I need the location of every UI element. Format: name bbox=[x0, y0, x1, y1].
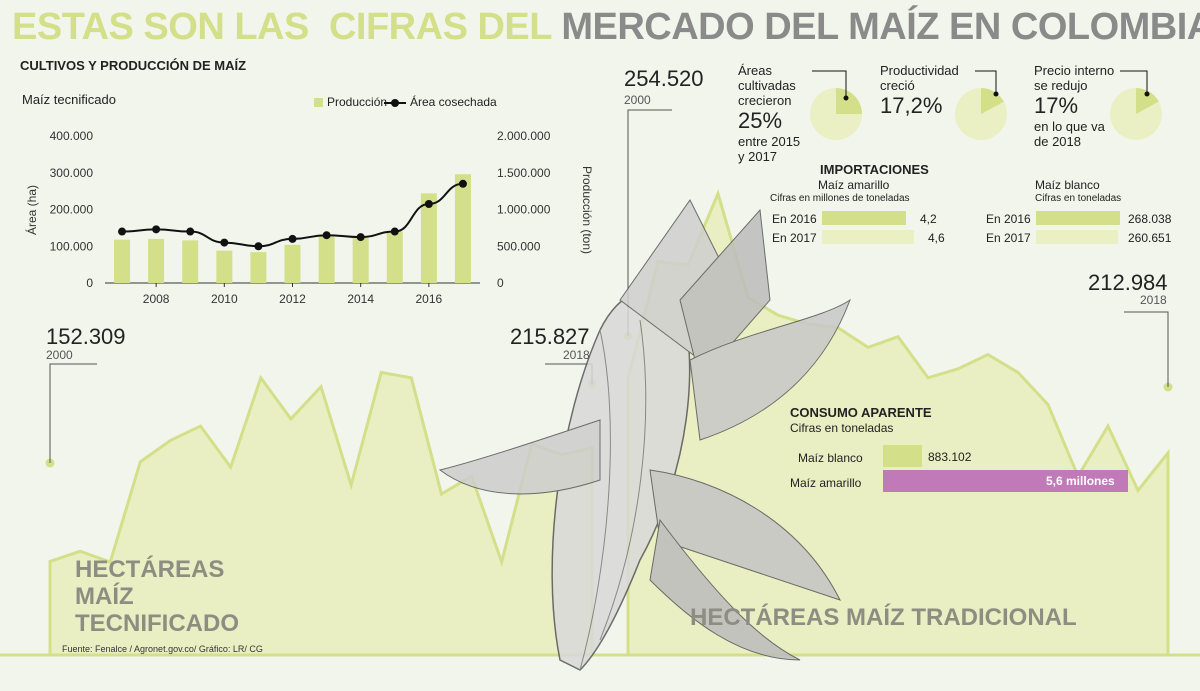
production-bar bbox=[216, 250, 233, 283]
legend-area: Área cosechada bbox=[384, 95, 497, 109]
production-bar bbox=[454, 174, 471, 283]
label-hectareas-tecnificado: HECTÁREAS MAÍZ TECNIFICADO bbox=[75, 556, 239, 637]
right-tick-label: 1.500.000 bbox=[497, 166, 551, 180]
production-bar bbox=[318, 236, 335, 283]
label-hectareas-tradicional: HECTÁREAS MAÍZ TRADICIONAL bbox=[690, 604, 1077, 631]
production-bar bbox=[420, 193, 437, 283]
trad-start-year: 2000 bbox=[624, 93, 651, 107]
tec-end-value: 215.827 bbox=[510, 324, 590, 349]
x-tick-label: 2008 bbox=[143, 292, 170, 306]
imp-bl-2017-value: 260.651 bbox=[1128, 231, 1172, 245]
area-point bbox=[118, 227, 127, 236]
combo-chart: 400.000 300.000 200.000 100.000 0 2.000.000 1.… bbox=[24, 129, 594, 306]
chart-title-tecnificado: Maíz tecnificado bbox=[22, 92, 116, 107]
left-tick-label: 300.000 bbox=[50, 166, 94, 180]
pie-areas bbox=[810, 88, 862, 140]
x-tick-label: 2014 bbox=[347, 292, 374, 306]
area-point bbox=[186, 227, 195, 236]
imp-am-2016-label: En 2016 bbox=[772, 212, 817, 226]
tec-start-year: 2000 bbox=[46, 348, 73, 362]
production-bar bbox=[148, 238, 165, 283]
consumo-blanco-bar bbox=[883, 445, 922, 467]
left-tick-label: 100.000 bbox=[50, 239, 94, 253]
right-tick-label: 500.000 bbox=[497, 239, 541, 253]
legend-produccion: Producción bbox=[314, 95, 387, 109]
x-tick-label: 2010 bbox=[211, 292, 238, 306]
production-bar bbox=[250, 252, 267, 283]
consumo-amarillo-value: 5,6 millones bbox=[1046, 474, 1115, 488]
pie-productividad bbox=[955, 88, 1007, 140]
trad-end-value: 212.984 bbox=[1088, 270, 1168, 295]
stat-precio: Precio interno se redujo 17% en lo que v… bbox=[1034, 63, 1115, 149]
trad-start-value: 254.520 bbox=[624, 66, 704, 91]
left-tick-label: 400.000 bbox=[50, 129, 94, 143]
consumo-blanco-value: 883.102 bbox=[928, 450, 972, 464]
section-title: CULTIVOS Y PRODUCCIÓN DE MAÍZ bbox=[20, 58, 247, 73]
right-axis-label: Producción (ton) bbox=[580, 166, 594, 254]
left-axis-label: Área (ha) bbox=[24, 185, 39, 235]
imp-am-2017-bar bbox=[822, 230, 914, 244]
page-title: ESTAS SON LAS CIFRAS DEL MERCADO DEL MAÍ… bbox=[12, 6, 1200, 49]
stat-areas: Áreas cultivadas crecieron 25% entre 201… bbox=[738, 63, 801, 164]
area-point bbox=[220, 238, 229, 247]
right-tick-label: 0 bbox=[497, 276, 504, 290]
imp-amarillo-title: Maíz amarillo bbox=[818, 178, 890, 192]
area-point bbox=[322, 231, 331, 240]
area-point bbox=[390, 227, 399, 236]
area-point bbox=[288, 234, 297, 243]
production-bar bbox=[284, 244, 301, 283]
title-part3: MERCADO DEL MAÍZ EN COLOMBIA bbox=[561, 6, 1200, 48]
production-bar bbox=[182, 240, 199, 283]
imp-am-2016-value: 4,2 bbox=[920, 212, 937, 226]
production-bar bbox=[386, 231, 403, 283]
right-tick-label: 1.000.000 bbox=[497, 203, 551, 217]
stat-productividad: Productividad creció 17,2% bbox=[880, 63, 959, 118]
consumo-amarillo-label: Maíz amarillo bbox=[790, 476, 862, 490]
trad-end-year: 2018 bbox=[1140, 293, 1167, 307]
production-bar bbox=[352, 235, 369, 283]
x-tick-label: 2012 bbox=[279, 292, 306, 306]
tec-end-year: 2018 bbox=[563, 348, 590, 362]
pie-precio bbox=[1110, 88, 1162, 140]
imp-bl-2016-label: En 2016 bbox=[986, 212, 1031, 226]
consumo-unit: Cifras en toneladas bbox=[790, 421, 894, 435]
pie-leaders bbox=[812, 70, 1150, 101]
consumo-blanco-label: Maíz blanco bbox=[798, 451, 863, 465]
x-tick-label: 2016 bbox=[416, 292, 443, 306]
left-tick-label: 0 bbox=[86, 276, 93, 290]
imp-bl-2016-value: 268.038 bbox=[1128, 212, 1172, 226]
left-tick-label: 200.000 bbox=[50, 203, 94, 217]
area-point bbox=[152, 225, 161, 234]
area-point bbox=[254, 242, 263, 251]
tec-start-value: 152.309 bbox=[46, 324, 126, 349]
imp-blanco-unit: Cifras en toneladas bbox=[1035, 193, 1122, 204]
consumo-amarillo-bar bbox=[883, 470, 1128, 492]
importaciones-title: IMPORTACIONES bbox=[820, 162, 929, 177]
imp-amarillo-unit: Cifras en millones de toneladas bbox=[770, 193, 910, 204]
production-bar bbox=[114, 239, 131, 283]
imp-am-2017-label: En 2017 bbox=[772, 231, 817, 245]
area-point bbox=[356, 233, 365, 242]
title-part2: CIFRAS DEL bbox=[328, 6, 552, 48]
consumo-title: CONSUMO APARENTE bbox=[790, 405, 932, 420]
corn-illustration-icon bbox=[438, 199, 852, 671]
source-note: Fuente: Fenalce / Agronet.gov.co/ Gráfic… bbox=[62, 644, 263, 654]
imp-blanco-title: Maíz blanco bbox=[1035, 178, 1100, 192]
imp-bl-2017-bar bbox=[1036, 230, 1118, 244]
title-part1: ESTAS SON LAS bbox=[12, 6, 309, 48]
area-point bbox=[458, 179, 467, 188]
area-point bbox=[424, 199, 433, 208]
imp-am-2016-bar bbox=[822, 211, 906, 225]
imp-am-2017-value: 4,6 bbox=[928, 231, 945, 245]
imp-bl-2017-label: En 2017 bbox=[986, 231, 1031, 245]
right-tick-label: 2.000.000 bbox=[497, 129, 551, 143]
imp-bl-2016-bar bbox=[1036, 211, 1120, 225]
